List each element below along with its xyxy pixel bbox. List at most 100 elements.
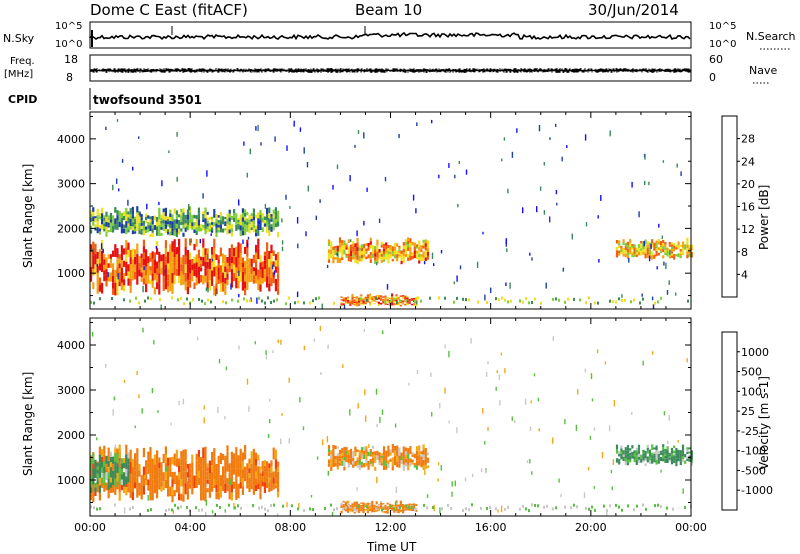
heat-cell (169, 255, 172, 268)
echo-speck (431, 252, 434, 260)
heat-cell (202, 211, 205, 214)
heat-cell (211, 270, 214, 279)
heat-cell (681, 447, 685, 451)
heat-cell (355, 507, 358, 510)
heat-cell (391, 466, 394, 471)
heat-cell (131, 467, 134, 476)
echo-speck (286, 145, 288, 151)
heat-cell (195, 460, 198, 468)
heat-cell (244, 213, 247, 217)
heat-cell (334, 462, 337, 467)
heat-cell (620, 250, 623, 252)
heat-cell (217, 279, 220, 284)
echo-speck (121, 158, 124, 163)
heat-cell (101, 218, 104, 225)
heat-cell (646, 456, 649, 460)
heat-cell (120, 218, 123, 224)
heat-cell (169, 217, 172, 221)
near-range-echo (360, 297, 362, 301)
heat-cell (330, 241, 333, 246)
echo-speck (530, 400, 532, 404)
near-range-echo (624, 298, 626, 302)
heat-cell (409, 450, 412, 455)
heat-cell (255, 465, 258, 472)
heat-cell (250, 451, 253, 464)
heat-cell (657, 247, 660, 251)
heat-cell (332, 452, 335, 457)
heat-cell (640, 248, 643, 251)
heat-cell (360, 510, 363, 512)
heat-cell (358, 511, 361, 513)
near-range-echo (297, 507, 299, 511)
heat-cell (224, 266, 227, 273)
heat-cell (257, 212, 260, 219)
heat-cell (366, 294, 369, 297)
heat-cell (140, 253, 143, 259)
heat-cell (426, 460, 430, 463)
heat-cell (105, 269, 108, 275)
heat-cell (193, 225, 196, 230)
heat-cell (377, 297, 380, 300)
echo-speck (296, 291, 299, 298)
heat-cell (173, 248, 176, 258)
heat-cell (384, 504, 387, 507)
heat-cell (193, 263, 196, 270)
heat-cell (424, 452, 427, 457)
heat-cell (374, 260, 377, 264)
heat-cell (354, 451, 357, 457)
near-range-echo (639, 301, 641, 305)
heat-cell (396, 450, 399, 457)
echo-speck (529, 426, 532, 431)
echo-speck (416, 122, 418, 127)
echo-speck (497, 509, 499, 513)
heat-cell (94, 243, 97, 254)
heat-cell (642, 455, 645, 457)
heat-cell (151, 479, 154, 490)
heat-cell (398, 463, 401, 468)
echo-speck (176, 131, 178, 137)
heat-cell (263, 476, 266, 483)
heat-cell (191, 218, 194, 223)
echo-speck (451, 491, 453, 497)
echo-speck (288, 377, 290, 383)
heat-cell (644, 463, 647, 466)
echo-speck (638, 211, 640, 218)
near-range-echo (318, 296, 320, 300)
heat-cell (235, 256, 238, 268)
heat-cell (670, 246, 674, 249)
heat-cell (413, 246, 416, 251)
heat-cell (642, 241, 645, 244)
heat-cell (140, 272, 143, 278)
heat-cell (376, 455, 379, 460)
heat-cell (274, 449, 277, 460)
heat-cell (204, 228, 207, 235)
near-range-echo (144, 299, 146, 303)
near-range-echo (612, 300, 614, 304)
heat-cell (635, 252, 638, 255)
heat-cell (342, 299, 345, 302)
near-range-echo (264, 301, 266, 305)
heat-cell (164, 256, 167, 265)
echo-speck (531, 471, 533, 475)
heat-cell (118, 277, 121, 282)
heat-cell (158, 473, 161, 479)
heat-cell (655, 250, 658, 254)
heat-cell (655, 240, 658, 244)
heat-cell (173, 239, 176, 249)
heat-cell (178, 465, 181, 473)
heat-cell (382, 296, 385, 298)
heat-cell (675, 254, 678, 257)
heat-cell (659, 241, 663, 243)
heat-cell (620, 448, 623, 451)
heat-cell (109, 258, 112, 264)
near-range-echo (270, 301, 272, 304)
echo-speck (276, 513, 279, 517)
heat-cell (270, 229, 273, 232)
nave-tick-bottom: 0 (709, 71, 716, 84)
heat-cell (384, 302, 387, 305)
heat-cell (197, 207, 200, 214)
heat-cell (136, 243, 139, 254)
heat-cell (338, 456, 342, 459)
heat-cell (259, 210, 262, 215)
echo-speck (549, 137, 551, 140)
